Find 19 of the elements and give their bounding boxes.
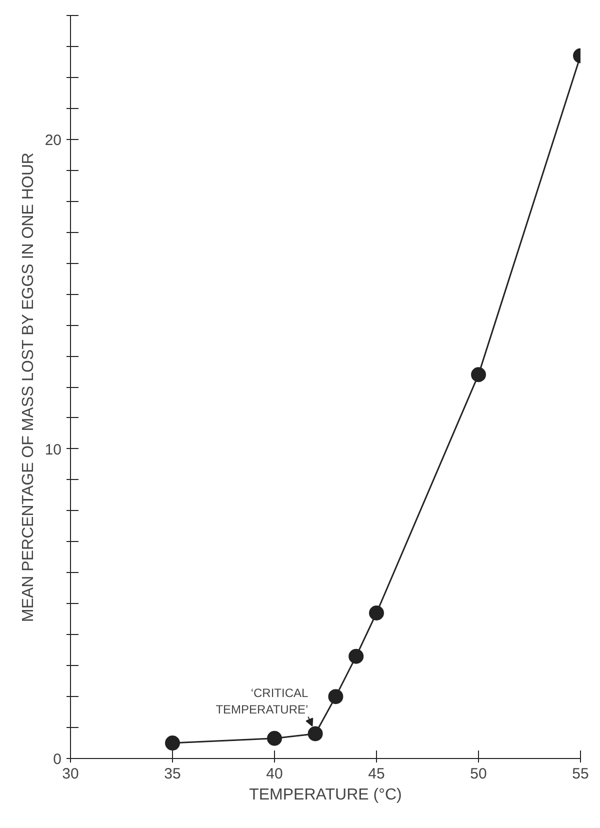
x-tick-label: 30 bbox=[62, 766, 79, 782]
x-tick-label: 35 bbox=[164, 766, 181, 782]
point bbox=[165, 736, 180, 751]
x-tick-label: 55 bbox=[572, 766, 589, 782]
point bbox=[308, 726, 323, 742]
point bbox=[369, 606, 384, 620]
x-tick-label: 45 bbox=[368, 766, 385, 782]
y-tick-label: 0 bbox=[53, 751, 62, 768]
point bbox=[471, 367, 486, 382]
x-tick-label: 50 bbox=[470, 766, 487, 782]
point bbox=[348, 648, 364, 664]
y-tick-label: 20 bbox=[44, 132, 62, 149]
point bbox=[267, 730, 282, 746]
y-axis-title: MEAN PERCENTAGE OF MASS LOST BY EGGS IN ONE HOUR bbox=[20, 152, 37, 622]
x-axis-title: TEMPERATURE (°C) bbox=[249, 786, 402, 804]
x-tick-label: 40 bbox=[266, 766, 283, 782]
point bbox=[328, 689, 344, 704]
y-tick-label: 10 bbox=[44, 441, 62, 458]
annotation: ‘CRITICAL TEMPERATURE’ bbox=[216, 686, 308, 717]
